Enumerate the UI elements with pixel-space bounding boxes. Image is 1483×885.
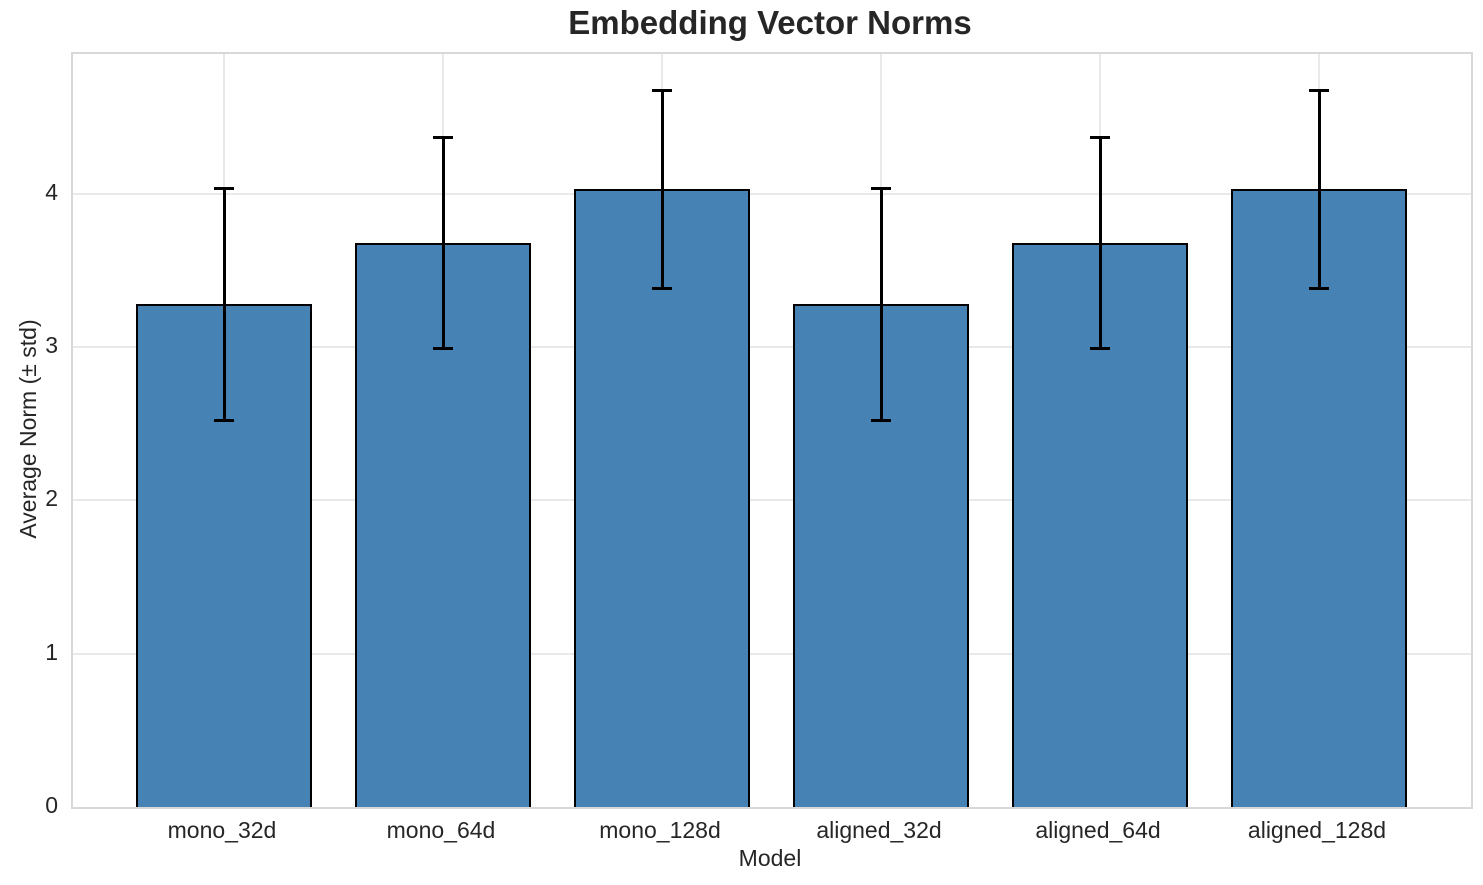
x-tick-label: aligned_128d (1247, 817, 1387, 843)
x-tick-label: mono_128d (599, 817, 721, 843)
error-bar-cap-bottom (871, 418, 891, 422)
error-bar-cap-bottom (214, 418, 234, 422)
x-axis-label: Model (738, 845, 802, 871)
error-bar-cap-top (652, 88, 672, 92)
y-tick-label: 1 (45, 638, 58, 665)
x-tick-label: aligned_32d (816, 817, 942, 843)
y-axis-label: Average Norm (± std) (15, 319, 41, 539)
error-bar-line (660, 89, 664, 289)
y-tick-label: 4 (45, 178, 58, 205)
chart-title: Embedding Vector Norms (568, 4, 972, 41)
error-bar-line (1317, 89, 1321, 289)
error-bar-cap-top (1309, 88, 1329, 92)
error-bar-line (879, 187, 883, 421)
x-tick-label: mono_32d (167, 817, 277, 843)
error-bar-line (222, 187, 226, 421)
bar (1231, 189, 1407, 807)
bar (574, 189, 750, 807)
error-bar-cap-top (214, 186, 234, 190)
x-tick-label: mono_64d (386, 817, 496, 843)
x-tick-label: aligned_64d (1035, 817, 1161, 843)
plot-area (71, 52, 1473, 809)
gridline-horizontal (73, 346, 1471, 349)
error-bar-cap-bottom (1090, 346, 1110, 350)
error-bar-cap-top (433, 136, 453, 140)
gridline-horizontal (73, 499, 1471, 502)
y-tick-label: 2 (45, 485, 58, 512)
error-bar-cap-bottom (433, 346, 453, 350)
error-bar-line (1098, 137, 1102, 349)
error-bar-cap-bottom (1309, 286, 1329, 290)
error-bar-cap-bottom (652, 286, 672, 290)
error-bar-line (441, 137, 445, 349)
gridline-horizontal (73, 652, 1471, 655)
gridline-horizontal (73, 192, 1471, 195)
y-tick-label: 0 (45, 792, 58, 818)
y-tick-label: 3 (45, 332, 58, 359)
error-bar-cap-top (1090, 136, 1110, 140)
error-bar-cap-top (871, 186, 891, 190)
